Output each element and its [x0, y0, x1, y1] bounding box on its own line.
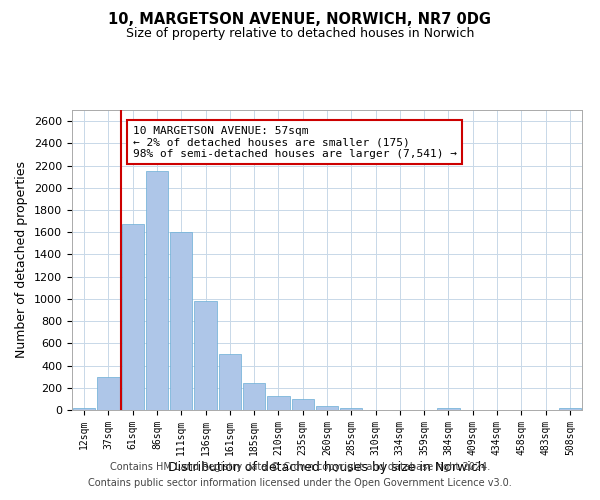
Bar: [267, 396, 290, 410]
Bar: [292, 400, 314, 410]
Bar: [73, 408, 95, 410]
Text: 10, MARGETSON AVENUE, NORWICH, NR7 0DG: 10, MARGETSON AVENUE, NORWICH, NR7 0DG: [109, 12, 491, 28]
Bar: [437, 408, 460, 410]
Text: Contains HM Land Registry data © Crown copyright and database right 2024.: Contains HM Land Registry data © Crown c…: [110, 462, 490, 472]
X-axis label: Distribution of detached houses by size in Norwich: Distribution of detached houses by size …: [168, 460, 486, 473]
Bar: [146, 171, 168, 410]
Bar: [194, 301, 217, 410]
Y-axis label: Number of detached properties: Number of detached properties: [16, 162, 28, 358]
Text: Size of property relative to detached houses in Norwich: Size of property relative to detached ho…: [126, 28, 474, 40]
Bar: [243, 383, 265, 410]
Text: 10 MARGETSON AVENUE: 57sqm
← 2% of detached houses are smaller (175)
98% of semi: 10 MARGETSON AVENUE: 57sqm ← 2% of detac…: [133, 126, 457, 159]
Bar: [559, 408, 581, 410]
Bar: [218, 354, 241, 410]
Bar: [97, 376, 119, 410]
Bar: [170, 232, 193, 410]
Bar: [122, 224, 144, 410]
Bar: [316, 406, 338, 410]
Bar: [340, 408, 362, 410]
Text: Contains public sector information licensed under the Open Government Licence v3: Contains public sector information licen…: [88, 478, 512, 488]
